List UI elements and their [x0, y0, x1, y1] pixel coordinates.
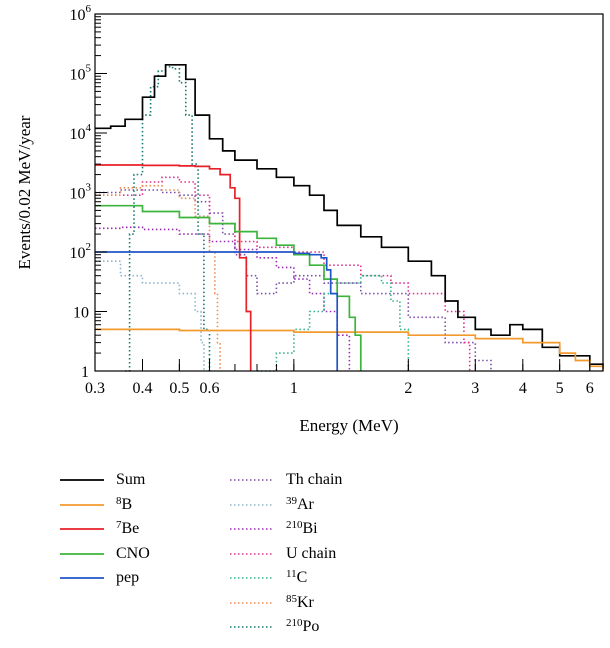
- legend-item-b8: 8B: [60, 493, 150, 518]
- series-pep: [95, 251, 339, 371]
- x-tick-label: 0.5: [169, 380, 189, 397]
- legend-label-c11: 11C: [286, 568, 308, 587]
- legend-column-1: Sum 8B 7Be CNO pep: [60, 468, 150, 591]
- y-axis: 1 10 102 103 104 105 106: [70, 3, 107, 381]
- legend-swatch-kr85: [230, 601, 274, 604]
- legend-swatch-pep: [60, 577, 104, 580]
- legend-item-kr85: 85Kr: [230, 591, 342, 616]
- x-tick-label: 0.3: [85, 380, 105, 397]
- chart: 0.3 0.4 0.5 0.6 1 2 3 4 5 6 1 10 102 103 104 105 106 En…: [15, 3, 604, 435]
- y-tick-label: 104: [70, 122, 92, 143]
- legend-item-pep: pep: [60, 566, 150, 591]
- series-c11: [257, 274, 410, 372]
- legend-item-sum: Sum: [60, 468, 150, 493]
- series-po210: [125, 65, 211, 372]
- x-tick-label: 2: [404, 380, 412, 397]
- legend-label-cno: CNO: [116, 544, 150, 562]
- series-be7: [95, 164, 252, 371]
- legend-item-be7: 7Be: [60, 517, 150, 542]
- legend-item-c11: 11C: [230, 566, 342, 591]
- series-cno: [95, 204, 362, 371]
- y-tick-label: 10: [73, 305, 89, 322]
- legend-label-u: U chain: [286, 544, 337, 562]
- legend-label-kr85: 85Kr: [286, 592, 314, 611]
- y-tick-label: 105: [70, 63, 92, 84]
- legend-swatch-c11: [230, 577, 274, 580]
- legend: Sum 8B 7Be CNO pep Th chain 39Ar: [60, 468, 600, 646]
- y-tick-label: 1: [81, 364, 89, 381]
- legend-swatch-th: [230, 479, 274, 482]
- legend-swatch-bi210: [230, 528, 274, 531]
- x-tick-label: 0.4: [133, 380, 153, 397]
- legend-swatch-b8: [60, 503, 104, 506]
- x-tick-label: 3: [471, 380, 479, 397]
- x-tick-label: 0.6: [199, 380, 219, 397]
- series-u: [95, 176, 471, 371]
- legend-item-u: U chain: [230, 542, 342, 567]
- legend-label-be7: 7Be: [116, 519, 140, 538]
- legend-label-po210: 210Po: [286, 617, 320, 636]
- legend-swatch-po210: [230, 626, 274, 629]
- x-tick-label: 4: [519, 380, 527, 397]
- legend-item-bi210: 210Bi: [230, 517, 342, 542]
- series-th: [95, 189, 492, 371]
- legend-label-pep: pep: [116, 569, 140, 587]
- legend-item-th: Th chain: [230, 468, 342, 493]
- x-tick-label: 5: [556, 380, 564, 397]
- legend-label-bi210: 210Bi: [286, 519, 318, 538]
- y-tick-label: 106: [70, 3, 92, 24]
- legend-label-sum: Sum: [116, 471, 146, 489]
- legend-label-th: Th chain: [286, 471, 343, 489]
- legend-label-ar39: 39Ar: [286, 494, 314, 513]
- legend-item-ar39: 39Ar: [230, 493, 342, 518]
- series-kr85: [95, 184, 221, 371]
- legend-swatch-cno: [60, 552, 104, 555]
- x-axis-title: Energy (MeV): [299, 416, 398, 435]
- legend-swatch-sum: [60, 479, 104, 482]
- x-tick-label: 6: [586, 380, 594, 397]
- series-ar39: [95, 260, 205, 371]
- legend-swatch-u: [230, 552, 274, 555]
- x-tick-label: 1: [290, 380, 298, 397]
- legend-label-b8: 8B: [116, 494, 133, 513]
- series-sum: [95, 63, 604, 369]
- y-axis-title: Events/0.02 MeV/year: [15, 115, 34, 269]
- series-bi210: [95, 226, 351, 371]
- y-tick-label: 103: [70, 182, 92, 203]
- legend-swatch-be7: [60, 528, 104, 531]
- legend-item-po210: 210Po: [230, 615, 342, 640]
- legend-swatch-ar39: [230, 503, 274, 506]
- legend-column-2: Th chain 39Ar 210Bi U chain 11C 85Kr 210…: [230, 468, 342, 640]
- legend-item-cno: CNO: [60, 542, 150, 567]
- series-layer: [95, 63, 604, 372]
- y-tick-label: 102: [70, 241, 92, 262]
- x-axis: 0.3 0.4 0.5 0.6 1 2 3 4 5 6: [85, 359, 594, 397]
